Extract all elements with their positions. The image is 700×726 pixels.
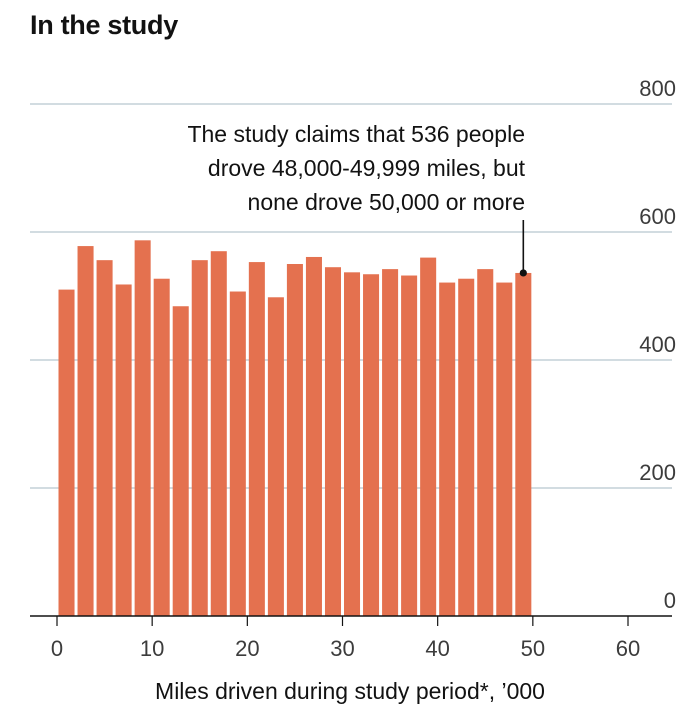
bar	[115, 284, 132, 616]
x-tick-label: 50	[521, 636, 545, 661]
bar	[267, 297, 284, 616]
annotation-line: none drove 50,000 or more	[247, 189, 525, 215]
y-tick-label: 800	[639, 76, 676, 101]
x-tick-label: 40	[425, 636, 449, 661]
bar	[439, 282, 456, 616]
bar	[305, 256, 322, 616]
bar	[172, 306, 189, 616]
x-tick-label: 30	[330, 636, 354, 661]
bar	[210, 251, 227, 616]
bar	[96, 260, 113, 616]
bar	[191, 260, 208, 616]
bar	[458, 278, 475, 616]
bar	[229, 291, 246, 616]
x-tick-label: 10	[140, 636, 164, 661]
annotation: The study claims that 536 people drove 4…	[105, 117, 525, 219]
bar	[324, 267, 341, 616]
annotation-line: The study claims that 536 people	[187, 121, 525, 147]
bar	[382, 269, 399, 616]
y-tick-label: 400	[639, 332, 676, 357]
bar	[286, 264, 303, 616]
bar	[344, 272, 361, 616]
bar	[248, 262, 265, 616]
bars	[58, 240, 532, 616]
annotation-leader	[519, 220, 527, 277]
x-axis-label: Miles driven during study period*, ’000	[155, 678, 545, 704]
bar	[153, 278, 170, 616]
y-tick-label: 200	[639, 460, 676, 485]
bar	[515, 272, 532, 616]
chart-title: In the study	[30, 10, 178, 40]
bar	[58, 289, 75, 616]
bar	[401, 275, 418, 616]
y-tick-label: 0	[664, 588, 676, 613]
x-tick-label: 20	[235, 636, 259, 661]
x-axis: 0 10 20 30 40 50 60	[30, 615, 672, 661]
bar	[134, 240, 151, 616]
bar	[77, 246, 94, 616]
x-tick-label: 0	[51, 636, 63, 661]
annotation-dot	[519, 269, 527, 277]
annotation-line: drove 48,000-49,999 miles, but	[207, 155, 525, 181]
bar	[477, 269, 494, 616]
bar	[496, 282, 513, 616]
bar	[363, 274, 380, 616]
y-tick-label: 600	[639, 204, 676, 229]
x-tick-label: 60	[616, 636, 640, 661]
bar	[420, 257, 437, 616]
